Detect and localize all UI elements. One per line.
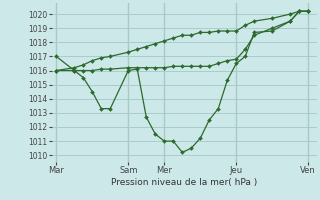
X-axis label: Pression niveau de la mer( hPa ): Pression niveau de la mer( hPa )	[111, 178, 258, 187]
